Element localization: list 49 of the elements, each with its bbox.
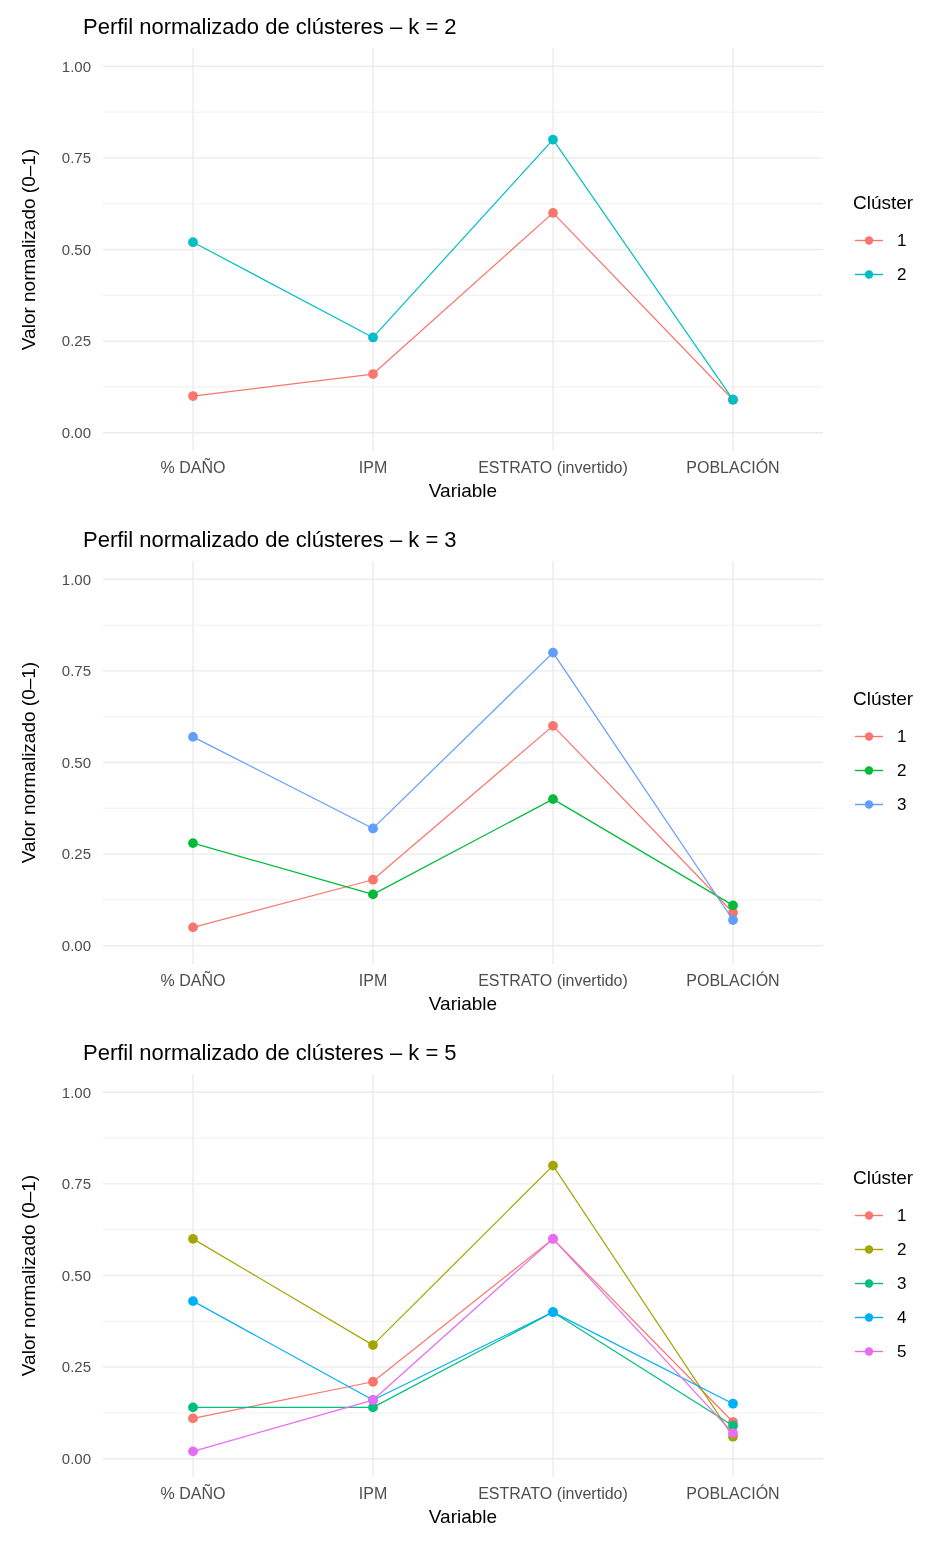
- x-tick-label: % DAÑO: [160, 457, 226, 476]
- x-tick-label: IPM: [358, 972, 388, 989]
- chart-title: Perfil normalizado de clústeres – k = 3: [83, 527, 457, 552]
- x-tick-label: POBLACIÓN: [686, 1484, 780, 1502]
- x-tick-label: POBLACIÓN: [686, 971, 780, 989]
- y-tick-label: 0.75: [61, 1175, 91, 1193]
- legend-title: Clúster: [853, 191, 914, 213]
- legend-label: 1: [897, 231, 907, 251]
- legend-label: 2: [897, 761, 907, 781]
- y-tick-label: 0.00: [61, 423, 91, 441]
- legend-label: 2: [897, 265, 907, 285]
- x-axis-title: Variable: [428, 993, 498, 1014]
- chart-title: Perfil normalizado de clústeres – k = 2: [83, 14, 457, 39]
- x-tick-label: % DAÑO: [160, 1483, 226, 1502]
- x-tick-label: ESTRATO (invertido): [478, 972, 628, 989]
- legend-title: Clúster: [853, 687, 914, 709]
- y-tick-label: 0.50: [61, 753, 91, 771]
- y-tick-label: 0.00: [61, 936, 91, 954]
- x-tick-label: POBLACIÓN: [686, 458, 780, 476]
- y-axis-title: Valor normalizado (0–1): [18, 661, 39, 864]
- legend-label: 3: [897, 1274, 907, 1294]
- y-tick-label: 1.00: [61, 570, 91, 588]
- y-tick-label: 0.25: [61, 1358, 91, 1376]
- y-tick-label: 0.25: [61, 845, 91, 863]
- y-tick-label: 0.50: [61, 240, 91, 258]
- y-tick-label: 0.00: [61, 1449, 91, 1467]
- y-tick-label: 1.00: [61, 57, 91, 75]
- x-axis-title: Variable: [428, 480, 498, 501]
- y-tick-label: 0.75: [61, 149, 91, 167]
- y-tick-label: 1.00: [61, 1083, 91, 1101]
- x-tick-label: % DAÑO: [160, 970, 226, 989]
- legend-label: 5: [897, 1342, 907, 1362]
- y-axis-title: Valor normalizado (0–1): [18, 1174, 39, 1377]
- y-axis-title: Valor normalizado (0–1): [18, 148, 39, 351]
- x-axis-title: Variable: [428, 1506, 498, 1527]
- legend-label: 3: [897, 795, 907, 815]
- x-tick-label: IPM: [358, 459, 388, 476]
- legend-label: 2: [897, 1240, 907, 1260]
- x-tick-label: IPM: [358, 1485, 388, 1502]
- y-tick-label: 0.25: [61, 332, 91, 350]
- chart-title: Perfil normalizado de clústeres – k = 5: [83, 1040, 457, 1065]
- legend-label: 1: [897, 1206, 907, 1226]
- legend-label: 1: [897, 727, 907, 747]
- y-tick-label: 0.75: [61, 662, 91, 680]
- x-tick-label: ESTRATO (invertido): [478, 1485, 628, 1502]
- y-tick-label: 0.50: [61, 1266, 91, 1284]
- x-tick-label: ESTRATO (invertido): [478, 459, 628, 476]
- legend-label: 4: [897, 1308, 907, 1328]
- legend-title: Clúster: [853, 1166, 914, 1188]
